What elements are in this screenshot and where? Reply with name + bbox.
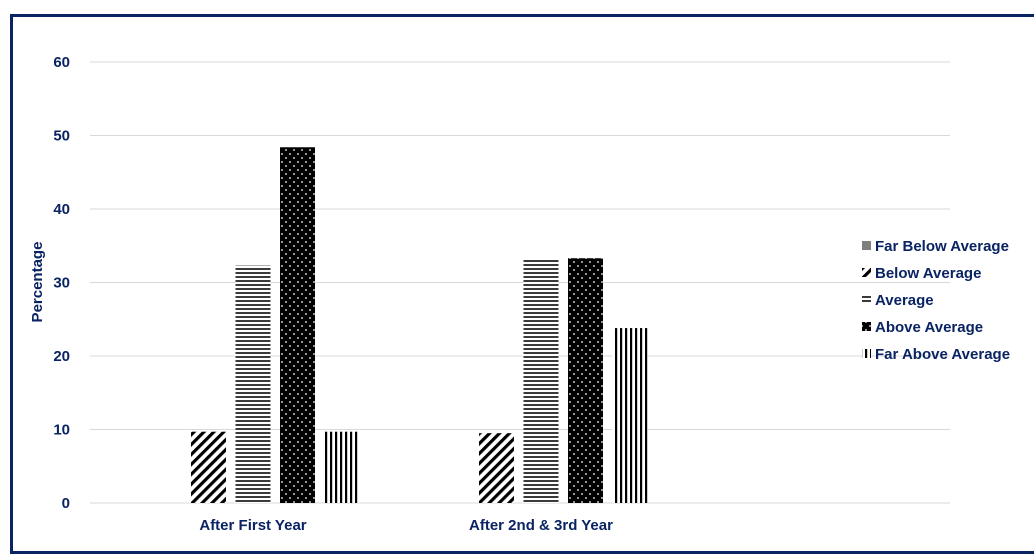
y-axis-label: Percentage: [29, 242, 46, 323]
y-tick-label: 0: [62, 495, 70, 512]
bar-chart: 0 10 20 30 40 50 60 After First Year After 2nd …: [29, 54, 1010, 534]
y-tick-label: 10: [53, 422, 70, 439]
bar-far-above-average-2: [612, 328, 648, 503]
bar-above-average-2: [568, 258, 603, 503]
legend-swatch: [862, 268, 871, 277]
y-axis-ticks: 0 10 20 30 40 50 60: [53, 54, 70, 512]
y-tick-label: 30: [53, 275, 70, 292]
legend-label: Far Above Average: [875, 346, 1010, 363]
y-tick-label: 60: [53, 54, 70, 71]
legend-label: Below Average: [875, 265, 981, 282]
bar-below-average-1: [191, 431, 226, 503]
gridlines: [90, 61, 950, 504]
x-axis-ticks: After First Year After 2nd & 3rd Year: [199, 517, 613, 534]
legend-swatch: [862, 241, 871, 250]
y-tick-label: 20: [53, 348, 70, 365]
legend-swatch: [862, 349, 871, 358]
bar-above-average-1: [280, 147, 315, 503]
legend-label: Far Below Average: [875, 238, 1009, 255]
bar-average-1: [235, 265, 271, 503]
legend-label: Above Average: [875, 319, 983, 336]
legend-swatch: [862, 295, 871, 304]
bars: [191, 147, 648, 503]
bar-far-above-average-1: [324, 431, 360, 503]
bar-average-2: [523, 258, 559, 503]
legend-label: Average: [875, 292, 934, 309]
legend-swatch: [862, 322, 871, 331]
y-tick-label: 50: [53, 128, 70, 145]
x-tick-label: After 2nd & 3rd Year: [469, 517, 613, 534]
bar-below-average-2: [479, 433, 514, 503]
x-tick-label: After First Year: [199, 517, 306, 534]
y-tick-label: 40: [53, 201, 70, 218]
legend: Far Below Average Below Average Average Abo…: [862, 238, 1010, 363]
